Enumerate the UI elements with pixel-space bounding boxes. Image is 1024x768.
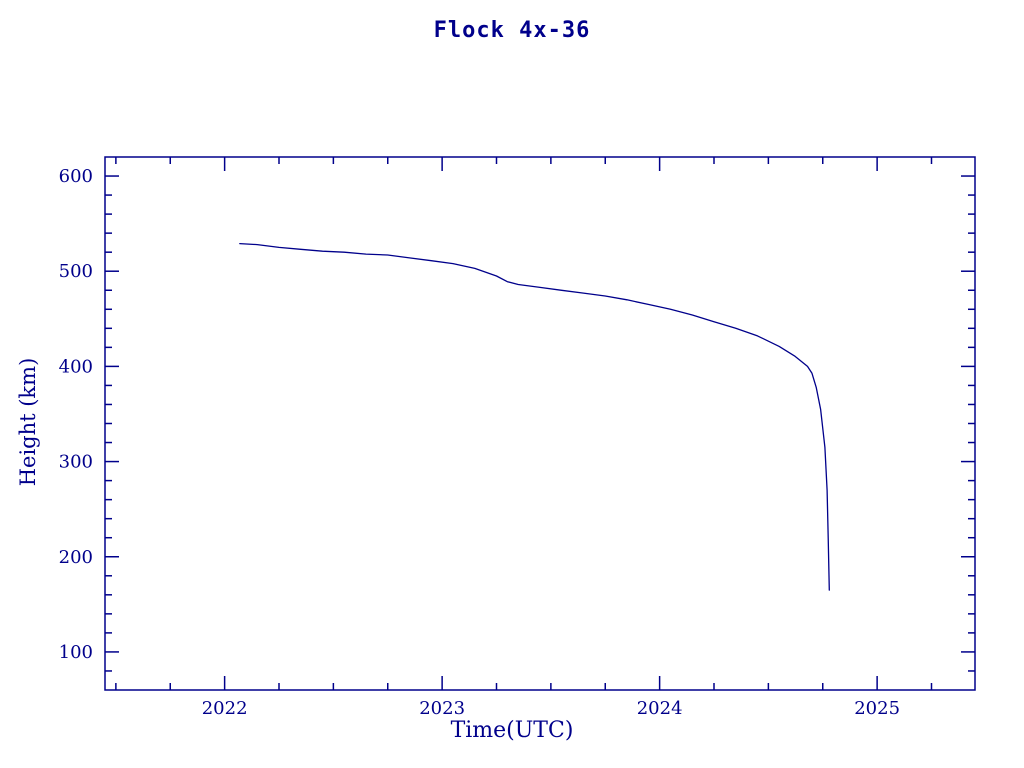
y-tick-label: 300: [59, 452, 93, 473]
y-tick-label: 600: [59, 166, 93, 187]
x-tick-label: 2023: [419, 698, 465, 719]
y-tick-label: 100: [59, 642, 93, 663]
y-tick-label: 400: [59, 356, 93, 377]
x-tick-label: 2025: [854, 698, 900, 719]
y-tick-label: 500: [59, 261, 93, 282]
x-axis-label: Time(UTC): [450, 718, 574, 743]
x-tick-label: 2022: [202, 698, 248, 719]
y-tick-label: 200: [59, 547, 93, 568]
chart-title: Flock 4x-36: [433, 18, 591, 43]
data-line-orbital-height: [239, 242, 830, 591]
x-tick-label: 2024: [637, 698, 683, 719]
plot-frame: [104, 156, 976, 691]
